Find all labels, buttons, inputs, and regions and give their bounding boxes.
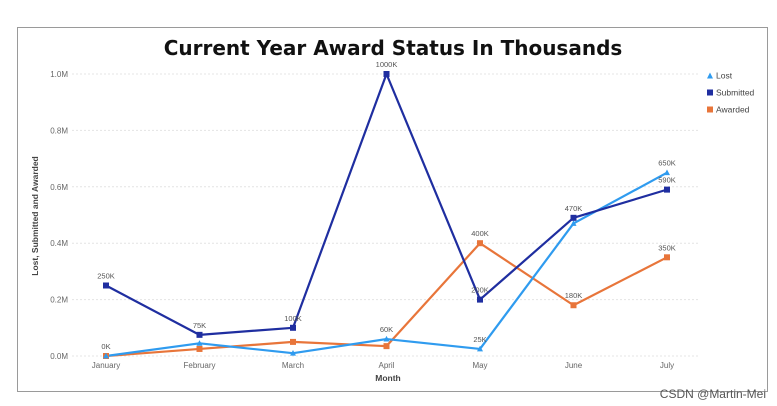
- legend[interactable]: Lost Submitted Awarded: [707, 71, 755, 115]
- x-axis-ticks: January February March April May June July: [92, 361, 674, 370]
- data-label: 1000K: [376, 60, 398, 69]
- legend-marker: [707, 89, 713, 96]
- data-label: 200K: [471, 286, 489, 295]
- x-tick-label: June: [565, 361, 583, 370]
- data-point: [477, 345, 483, 352]
- data-point: [103, 352, 109, 359]
- legend-item-label: Lost: [716, 71, 733, 81]
- x-tick-label: May: [472, 361, 487, 370]
- line-chart: Current Year Award Status In Thousands 0…: [30, 36, 755, 383]
- series-line: [105, 72, 668, 336]
- data-point: [383, 71, 390, 77]
- x-axis-title: Month: [375, 373, 401, 383]
- data-point: [664, 254, 670, 261]
- y-tick-label: 0.8M: [50, 126, 68, 135]
- data-label: 60K: [380, 325, 393, 334]
- data-point: [570, 302, 577, 309]
- data-point: [664, 186, 670, 193]
- data-point: [290, 349, 296, 356]
- data-label: 650K: [658, 159, 676, 168]
- y-tick-label: 0.4M: [50, 239, 68, 248]
- legend-item-label: Awarded: [716, 105, 750, 115]
- y-tick-label: 0.6M: [50, 183, 68, 192]
- data-label: 350K: [658, 243, 676, 252]
- data-point: [570, 220, 577, 226]
- data-point: [196, 340, 203, 346]
- series-lines: 60K 25K 650K 250K 75K 100K 1000K 200K 470K 590K 0K…: [97, 60, 676, 359]
- y-tick-label: 0.2M: [50, 296, 68, 305]
- data-label: 0K: [101, 342, 110, 351]
- data-point: [290, 338, 296, 345]
- gridlines: [72, 73, 698, 357]
- data-point: [477, 296, 483, 303]
- data-point: [383, 335, 390, 342]
- data-point: [664, 169, 670, 176]
- chart-frame: Current Year Award Status In Thousands 0…: [17, 27, 768, 392]
- x-tick-label: February: [183, 361, 215, 370]
- x-tick-label: January: [92, 361, 120, 370]
- data-label: 180K: [565, 291, 583, 300]
- x-tick-label: July: [660, 361, 674, 370]
- x-tick-label: April: [378, 361, 394, 370]
- data-label: 250K: [97, 272, 115, 281]
- data-label: 470K: [565, 204, 583, 213]
- data-label: 590K: [658, 176, 676, 185]
- legend-item-label: Submitted: [716, 88, 755, 98]
- data-label: 75K: [193, 321, 206, 330]
- y-axis-ticks: 0.0M 0.2M 0.4M 0.6M 0.8M 1.0M: [50, 70, 68, 361]
- x-tick-label: March: [282, 361, 304, 370]
- data-point: [477, 240, 483, 247]
- legend-marker: [707, 72, 713, 79]
- y-tick-label: 0.0M: [50, 352, 68, 361]
- data-point: [290, 324, 296, 331]
- y-tick-label: 1.0M: [50, 70, 68, 79]
- data-point: [196, 331, 203, 338]
- data-label: 25K: [473, 335, 486, 344]
- data-point: [383, 343, 390, 350]
- data-point: [196, 345, 203, 352]
- y-axis-title: Lost, Submitted and Awarded: [30, 156, 40, 275]
- legend-marker: [707, 106, 713, 113]
- chart-title: Current Year Award Status In Thousands: [164, 36, 623, 60]
- data-label: 400K: [471, 229, 489, 238]
- data-label: 100K: [284, 314, 302, 323]
- data-point: [103, 282, 109, 289]
- data-point: [570, 214, 577, 221]
